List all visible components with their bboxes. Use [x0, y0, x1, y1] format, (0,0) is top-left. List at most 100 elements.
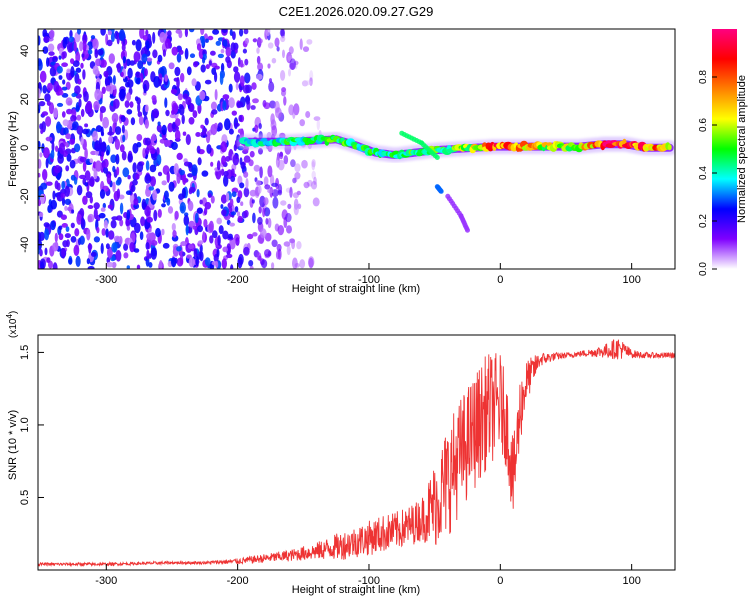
noise-speckle [245, 84, 253, 94]
noise-speckle [258, 123, 262, 130]
noise-speckle [268, 81, 275, 92]
noise-speckle [189, 29, 195, 33]
noise-speckle [136, 264, 141, 269]
noise-speckle [271, 182, 279, 187]
noise-speckle [116, 62, 121, 73]
noise-speckle [201, 35, 205, 47]
noise-speckle [168, 62, 175, 70]
spectrogram-x-tick-label: -100 [358, 274, 380, 286]
noise-speckle [252, 98, 259, 104]
noise-speckle [277, 225, 285, 236]
noise-speckle [181, 114, 185, 125]
noise-speckle [62, 79, 66, 85]
noise-speckle [108, 53, 116, 64]
noise-speckle [80, 108, 85, 118]
noise-speckle [274, 37, 280, 48]
noise-speckle [127, 153, 133, 163]
noise-speckle [38, 35, 41, 46]
colorbar-ticks: 0.0 0.2 0.4 0.6 0.8 [698, 70, 717, 276]
spectrogram-x-tick-label: 0 [497, 274, 503, 286]
noise-speckle [66, 68, 71, 74]
noise-speckle [126, 58, 131, 67]
noise-speckle [88, 178, 95, 187]
noise-speckle [96, 226, 100, 234]
spectrogram-x-tick-label: -300 [95, 274, 117, 286]
noise-speckle [110, 219, 117, 229]
noise-speckle [54, 165, 61, 174]
noise-speckle [66, 108, 73, 115]
noise-speckle [174, 129, 181, 141]
noise-speckle [212, 230, 218, 239]
noise-speckle [50, 199, 57, 210]
noise-speckle [280, 70, 286, 81]
noise-speckle [148, 186, 155, 191]
noise-speckle [65, 226, 70, 233]
noise-speckle [47, 43, 55, 52]
noise-speckle [61, 223, 68, 228]
noise-speckle [70, 115, 77, 122]
noise-speckle [102, 158, 109, 168]
noise-speckle [111, 261, 117, 269]
noise-speckle [216, 248, 220, 258]
noise-speckle [39, 152, 43, 158]
noise-speckle [251, 199, 255, 204]
noise-speckle [107, 131, 115, 136]
noise-speckle [267, 217, 272, 229]
noise-speckle [52, 262, 58, 269]
noise-speckle [158, 260, 163, 269]
noise-speckle [100, 207, 106, 212]
noise-speckle [61, 248, 66, 257]
noise-speckle [125, 219, 130, 227]
noise-speckle [66, 153, 72, 162]
noise-speckle [229, 222, 236, 227]
noise-speckle [189, 53, 196, 58]
noise-speckle [165, 38, 171, 49]
noise-speckle [157, 208, 162, 218]
noise-speckle [93, 208, 98, 220]
noise-speckle [161, 124, 167, 136]
noise-speckle [275, 250, 281, 260]
noise-speckle [259, 195, 266, 208]
noise-speckle [157, 121, 161, 126]
spectrogram-frame [37, 28, 676, 270]
noise-speckle [233, 66, 239, 73]
noise-speckle [126, 92, 131, 102]
noise-speckle [170, 88, 178, 95]
noise-speckle [120, 115, 126, 123]
noise-speckle [56, 102, 64, 107]
noise-speckle [137, 60, 144, 70]
noise-speckle [174, 257, 178, 264]
snr-y-axis: 0.5 1.0 1.5 [19, 345, 44, 505]
noise-speckle [52, 56, 58, 63]
noise-speckle [200, 124, 205, 129]
noise-speckle [245, 178, 249, 189]
noise-speckle [167, 30, 172, 38]
noise-speckle [200, 29, 205, 36]
noise-speckle [134, 222, 141, 234]
noise-speckle [157, 171, 163, 177]
noise-speckle [78, 98, 82, 108]
noise-speckle [204, 79, 212, 85]
noise-speckle [95, 160, 102, 172]
noise-speckle [229, 198, 234, 207]
noise-speckle [199, 90, 206, 101]
noise-speckle [283, 96, 287, 106]
noise-speckle [93, 100, 100, 111]
spectrogram-y-tick-label: 20 [19, 93, 31, 105]
noise-speckle [38, 172, 41, 178]
noise-speckle [231, 110, 237, 116]
noise-speckle [99, 142, 107, 152]
noise-speckle [240, 161, 246, 170]
noise-speckle [118, 29, 126, 41]
noise-speckle [215, 40, 221, 46]
noise-speckle [220, 62, 225, 73]
secondary-trace-mark [434, 155, 440, 160]
noise-speckle [52, 190, 56, 200]
noise-speckle [199, 199, 203, 205]
spectrogram-y-tick-label: -40 [19, 237, 31, 253]
noise-speckle [126, 109, 133, 115]
noise-speckle [144, 174, 152, 184]
noise-speckle [285, 212, 292, 223]
noise-speckle [74, 228, 80, 237]
noise-speckle [255, 73, 263, 80]
